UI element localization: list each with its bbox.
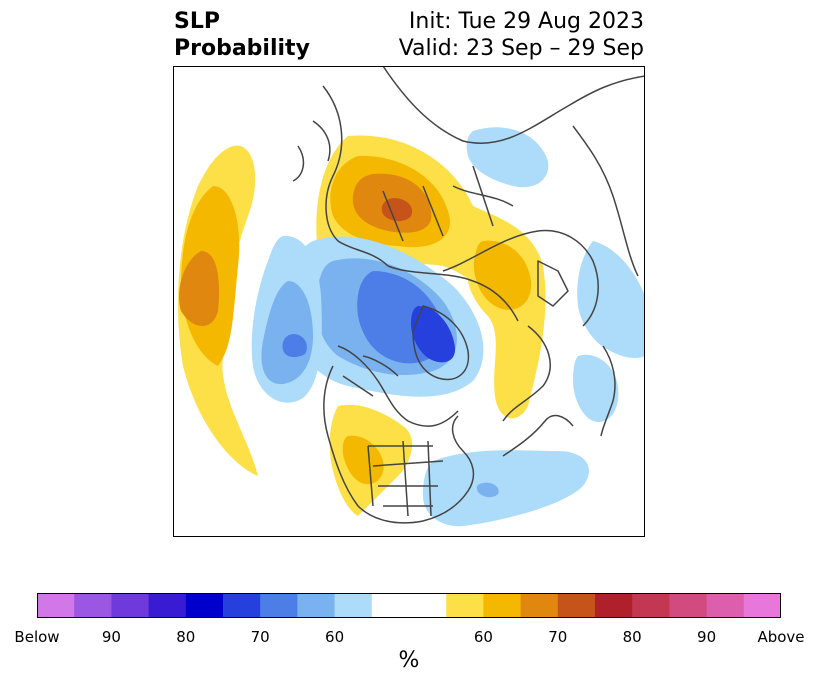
nw-atlantic-below-60 — [573, 354, 619, 422]
colorbar-segment — [595, 593, 633, 618]
colorbar-tick-label: 90 — [101, 628, 121, 646]
atlantic-below-65 — [476, 482, 499, 498]
title-variable: SLP — [174, 9, 220, 34]
colorbar-segment — [148, 593, 187, 618]
valid-range: Valid: 23 Sep – 29 Sep — [398, 36, 644, 61]
alaska-below-65 — [261, 281, 313, 385]
colorbar — [37, 593, 781, 618]
pacific-above-70 — [179, 251, 220, 326]
colorbar-tick-label: 70 — [250, 628, 270, 646]
colorbar-tick-label: 60 — [325, 628, 345, 646]
colorbar-frame — [37, 593, 781, 618]
arctic-below-75 — [411, 306, 456, 363]
map-dates: Init: Tue 29 Aug 2023 Valid: 23 Sep – 29… — [399, 8, 644, 62]
colorbar-tick-label: 80 — [622, 628, 642, 646]
probability-map — [173, 66, 645, 537]
europe-above-65 — [473, 240, 532, 310]
coastlines — [292, 66, 645, 524]
colorbar-tick-label: Above — [757, 628, 805, 646]
colorbar-tick-label: 80 — [176, 628, 196, 646]
colorbar-tick-label: 90 — [697, 628, 717, 646]
colorbar-tick-label: 60 — [473, 628, 493, 646]
colorbar-segment — [632, 593, 670, 618]
colorbar-tick-label: 70 — [548, 628, 568, 646]
map-frame — [173, 66, 645, 537]
colorbar-unit: % — [398, 648, 420, 673]
colorbar-tick-label: Below — [14, 628, 60, 646]
colorbar-segment — [37, 593, 75, 618]
colorbar-segment — [557, 593, 596, 618]
colorbar-segment — [334, 593, 373, 618]
colorbar-segment — [74, 593, 112, 618]
alaska-below-70 — [282, 334, 307, 358]
na-above-65 — [342, 435, 384, 485]
colorbar-segment — [743, 593, 781, 618]
colorbar-segment — [223, 593, 261, 618]
colorbar-segment — [260, 593, 298, 618]
colorbar-segment — [409, 593, 447, 618]
atlantic-below-60 — [423, 450, 589, 527]
colorbar-segment — [706, 593, 745, 618]
title-field: Probability — [174, 36, 310, 61]
colorbar-segment — [297, 593, 336, 618]
colorbar-segment — [520, 593, 559, 618]
colorbar-segment — [371, 593, 410, 618]
colorbar-segment — [446, 593, 484, 618]
colorbar-segment — [111, 593, 150, 618]
siberia-above-75 — [381, 198, 413, 222]
colorbar-segment — [185, 593, 224, 618]
colorbar-segment — [483, 593, 522, 618]
colorbar-segment — [669, 593, 708, 618]
map-title: SLP Probability — [174, 8, 310, 62]
init-date: Init: Tue 29 Aug 2023 — [408, 9, 644, 34]
easia-below-60 — [577, 241, 645, 359]
